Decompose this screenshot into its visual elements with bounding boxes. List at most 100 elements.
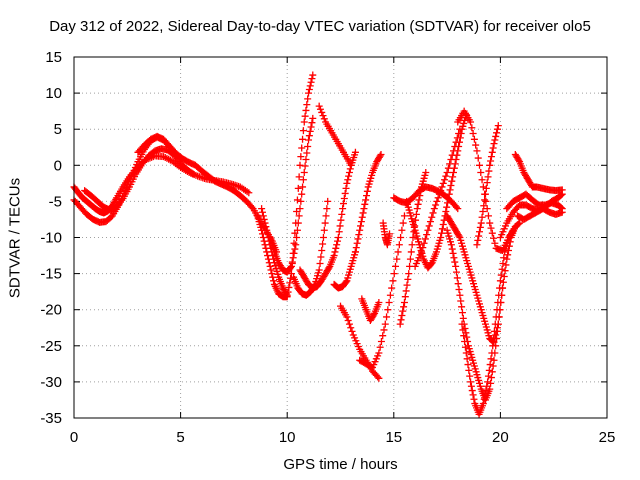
- data-point: [455, 130, 463, 138]
- data-point: [298, 190, 306, 198]
- data-point: [481, 190, 489, 198]
- data-point: [375, 298, 383, 306]
- data-point: [490, 234, 498, 242]
- data-series-7: [266, 114, 317, 276]
- data-point: [457, 297, 465, 305]
- data-point: [460, 332, 468, 340]
- data-point: [438, 225, 446, 233]
- data-point: [499, 259, 507, 267]
- y-tick-label: 0: [54, 157, 62, 174]
- x-tick-label: 0: [70, 429, 78, 446]
- data-point: [490, 140, 498, 148]
- data-point: [493, 125, 501, 133]
- data-point: [451, 143, 459, 151]
- data-point: [299, 127, 307, 135]
- data-point: [287, 262, 295, 270]
- data-point: [389, 277, 397, 285]
- data-point: [348, 327, 356, 335]
- data-point: [309, 71, 317, 79]
- data-point: [418, 248, 426, 256]
- data-point: [298, 144, 306, 152]
- data-point: [449, 147, 457, 155]
- data-point: [318, 108, 326, 116]
- data-point: [395, 241, 403, 249]
- data-point: [467, 118, 475, 126]
- data-point: [290, 249, 298, 257]
- data-point: [488, 148, 496, 156]
- data-point: [295, 212, 303, 220]
- data-point: [443, 169, 451, 177]
- data-point: [484, 173, 492, 181]
- data-point: [461, 337, 469, 345]
- data-point: [287, 264, 295, 272]
- data-point: [468, 387, 476, 395]
- data-point: [258, 230, 266, 238]
- data-point: [283, 293, 291, 301]
- data-point: [407, 248, 415, 256]
- chart-title: Day 312 of 2022, Sidereal Day-to-day VTE…: [49, 18, 591, 35]
- data-point: [444, 164, 452, 172]
- data-point: [491, 239, 499, 247]
- data-point: [459, 326, 467, 334]
- data-point: [263, 248, 271, 256]
- data-point: [452, 268, 460, 276]
- data-point: [452, 262, 460, 270]
- x-tick-label: 25: [599, 429, 616, 446]
- data-point: [487, 157, 495, 165]
- data-point: [345, 169, 353, 177]
- data-point: [297, 153, 305, 161]
- data-point: [450, 164, 458, 172]
- data-point: [473, 241, 481, 249]
- data-point: [347, 161, 355, 169]
- data-point: [351, 248, 359, 256]
- data-point: [452, 138, 460, 146]
- data-series-4: [134, 132, 281, 256]
- data-point: [404, 275, 412, 283]
- data-series-29: [511, 150, 566, 195]
- data-point: [334, 234, 342, 241]
- data-point: [474, 154, 482, 162]
- data-point: [498, 265, 506, 273]
- data-point: [496, 284, 504, 292]
- data-point: [320, 115, 328, 123]
- data-point: [500, 272, 508, 280]
- data-point: [483, 179, 491, 187]
- data-point: [248, 203, 256, 211]
- data-point: [493, 129, 501, 137]
- data-point: [375, 349, 383, 357]
- data-point: [342, 184, 350, 192]
- data-series-27: [503, 190, 566, 213]
- data-point: [423, 231, 431, 239]
- data-point: [356, 226, 364, 234]
- data-point: [476, 223, 484, 231]
- data-point: [266, 262, 274, 270]
- data-point: [293, 234, 301, 241]
- data-point: [258, 226, 266, 234]
- data-point: [401, 293, 409, 301]
- data-point: [357, 222, 365, 230]
- data-point: [377, 150, 385, 158]
- data-series-24: [454, 107, 519, 254]
- data-point: [474, 236, 482, 244]
- data-point: [287, 274, 295, 282]
- data-point: [399, 307, 407, 315]
- data-point: [285, 283, 293, 291]
- data-point: [352, 244, 360, 252]
- data-point: [340, 195, 348, 203]
- data-point: [377, 337, 385, 345]
- data-point: [268, 270, 276, 278]
- data-point: [501, 267, 509, 275]
- data-point: [322, 212, 330, 220]
- data-point: [558, 186, 566, 194]
- data-point: [408, 241, 416, 249]
- data-point: [466, 372, 474, 380]
- data-point: [338, 210, 346, 218]
- data-point: [458, 303, 466, 311]
- data-series-11: [330, 248, 359, 292]
- data-point: [470, 135, 478, 143]
- data-point: [425, 222, 433, 230]
- data-point: [354, 235, 362, 243]
- data-point: [396, 320, 404, 328]
- data-point: [442, 172, 450, 180]
